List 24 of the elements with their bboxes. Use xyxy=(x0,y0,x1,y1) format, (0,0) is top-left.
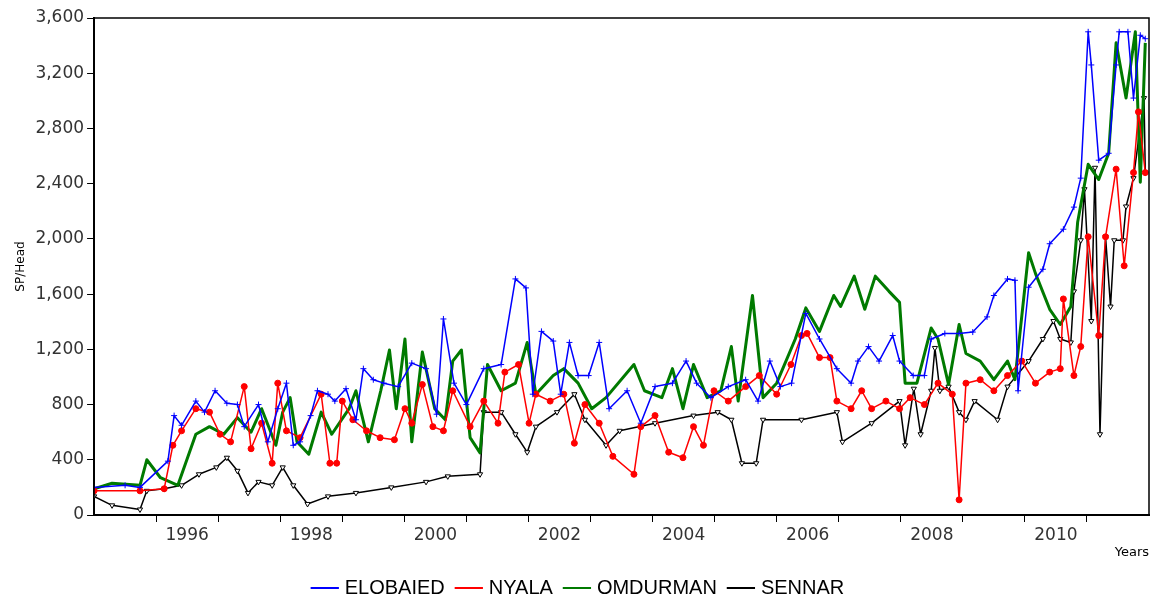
legend-label: SENNAR xyxy=(760,575,845,598)
x-tick-label: 2004 xyxy=(661,523,706,544)
y-tick-label: 3,200 xyxy=(35,61,85,82)
x-tick-label: 2006 xyxy=(786,523,830,544)
x-tick-label: 2010 xyxy=(1034,523,1078,544)
y-tick-label: 2,000 xyxy=(35,227,85,248)
legend-label: OMDURMAN xyxy=(596,575,717,598)
x-tick-label: 2000 xyxy=(413,523,457,544)
x-tick-label: 1996 xyxy=(165,523,209,544)
legend-label: ELOBAIED xyxy=(344,575,445,598)
y-tick-label: 2,400 xyxy=(35,172,85,193)
y-tick-label: 2,800 xyxy=(35,116,85,137)
y-tick-label: 0 xyxy=(73,503,85,524)
x-tick-label: 2008 xyxy=(910,523,954,544)
x-axis-title: Years xyxy=(1113,543,1150,559)
y-tick-label: 3,600 xyxy=(35,6,85,27)
legend-label: NYALA xyxy=(488,575,554,598)
y-tick-label: 1,200 xyxy=(35,337,85,358)
y-tick-label: 1,600 xyxy=(35,282,85,303)
y-tick-label: 800 xyxy=(51,392,85,413)
x-tick-label: 1998 xyxy=(289,523,333,544)
y-axis-title: SP/Head xyxy=(13,241,28,292)
y-tick-label: 400 xyxy=(51,448,85,469)
x-tick-label: 2002 xyxy=(537,523,582,544)
